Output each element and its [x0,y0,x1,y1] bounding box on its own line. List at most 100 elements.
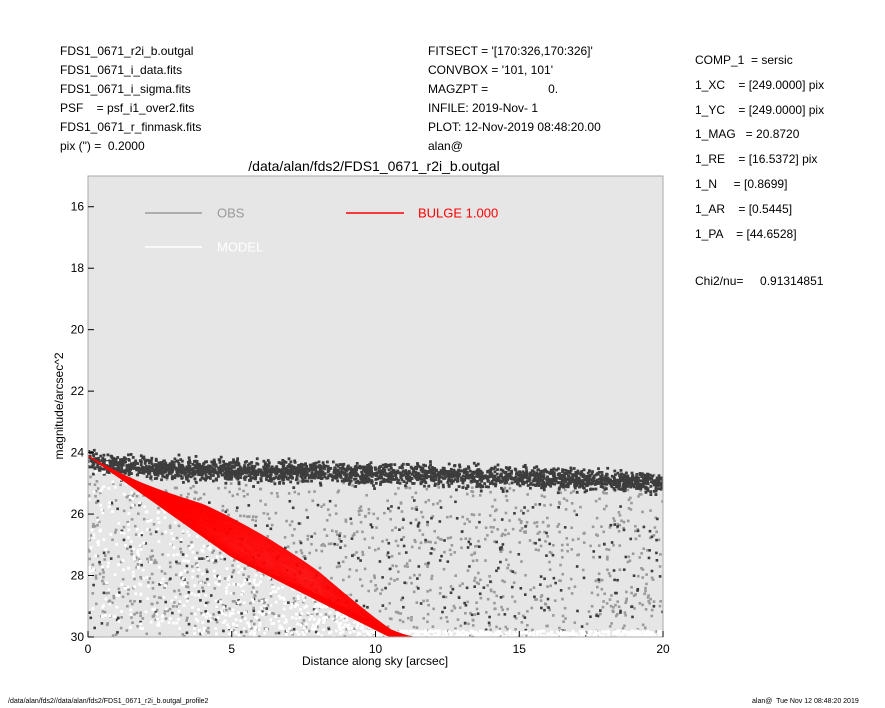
model-point [117,562,120,566]
model-point [102,604,105,608]
obs-point-light [140,577,144,580]
obs-point-light [130,549,133,553]
obs-point-light [572,489,575,493]
obs-point [466,465,470,469]
obs-point [441,483,445,487]
obs-point-light [617,529,621,533]
model-point [243,617,247,620]
obs-point-light [178,592,182,596]
obs-point-light [643,626,647,630]
obs-point-light [186,597,189,600]
obs-point [164,467,167,471]
obs-point [646,477,650,481]
obs-point-light [595,612,599,616]
obs-point [307,469,311,473]
obs-point [185,477,189,481]
obs-point-light [624,614,627,617]
obs-point [179,458,183,461]
obs-point [594,473,598,477]
obs-point [560,474,564,478]
obs-point [383,473,387,477]
obs-point-light [414,491,418,495]
obs-point-light [96,523,99,527]
obs-point-light [228,490,231,494]
obs-point-light [471,486,474,489]
model-point [656,634,660,637]
obs-point [397,506,400,510]
obs-point [585,484,589,488]
obs-point [155,469,159,473]
obs-point-light [657,538,661,542]
model-point [206,612,210,615]
obs-point [478,592,482,596]
param-line: 1_XC = [249.0000] pix [695,77,825,92]
obs-point [120,465,123,469]
obs-point [496,478,499,482]
obs-point [134,459,138,463]
obs-point [635,473,639,476]
obs-point [208,469,212,473]
model-point [277,594,281,598]
obs-point [625,471,628,475]
obs-point [397,478,400,482]
obs-point [165,465,169,469]
model-point [414,634,418,637]
model-point [157,540,161,543]
obs-point [112,468,116,471]
obs-point [505,478,509,482]
model-point [412,629,416,633]
obs-point-light [306,538,310,541]
obs-point-light [153,559,157,562]
model-point [630,632,634,635]
obs-point [335,472,339,476]
obs-point-light [329,542,333,545]
obs-point-light [479,596,483,600]
obs-point [218,461,222,464]
obs-point [250,476,254,480]
obs-point [148,465,151,468]
obs-point [209,594,213,597]
obs-point [96,499,100,503]
obs-point-light [514,617,518,620]
obs-point [522,511,525,515]
obs-point [372,484,375,487]
obs-point [118,591,121,594]
obs-point-light [653,526,657,529]
obs-point-light [526,493,529,496]
obs-point-light [563,606,567,610]
model-point [187,560,190,563]
obs-point-light [602,491,606,495]
obs-point-light [652,533,656,537]
obs-point [295,477,299,480]
obs-point-light [514,506,518,510]
model-point [120,610,123,613]
obs-point [488,615,491,619]
obs-point-light [616,612,619,616]
obs-point [259,468,263,472]
obs-point [310,474,314,478]
obs-point-light [449,553,453,556]
obs-point [451,587,455,591]
obs-point-light [551,614,555,617]
obs-point [439,506,443,509]
obs-point-light [543,602,547,606]
obs-point-light [477,582,480,586]
obs-point [384,463,388,466]
obs-point [262,467,266,471]
obs-point [642,525,646,529]
obs-point-light [594,499,598,503]
obs-point-light [401,620,405,624]
model-point [615,629,619,633]
model-point [358,632,362,636]
obs-point-light [135,556,138,559]
obs-point-light [565,499,569,502]
obs-point [661,484,663,488]
obs-point [191,467,194,471]
obs-point [306,473,310,477]
obs-point-light [430,574,434,578]
obs-point [282,481,285,485]
model-point [176,553,180,556]
obs-point-light [130,552,134,556]
model-point [105,461,109,465]
